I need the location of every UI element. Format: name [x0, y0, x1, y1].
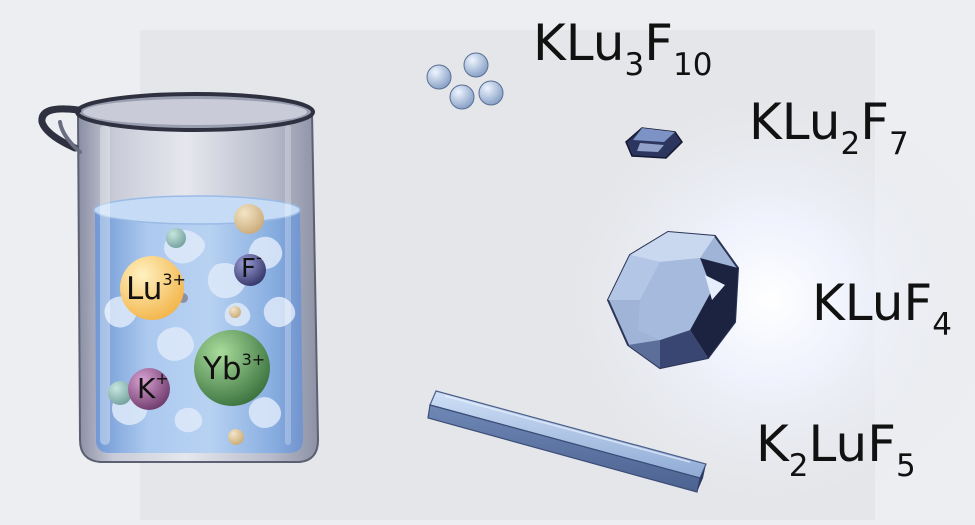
- klu3f10-part2: F: [644, 14, 673, 72]
- k-ion-sphere: [128, 368, 170, 410]
- yb-ion-sphere: [194, 330, 270, 406]
- f-ion-sphere: [234, 254, 266, 286]
- k-ion-symbol: K: [137, 372, 156, 405]
- kluf4-label: KLuF4: [812, 278, 952, 341]
- k2luf5-part2: LuF: [808, 415, 896, 473]
- crystal-glow: [540, 100, 975, 500]
- klu2f7-sub2: 7: [888, 126, 909, 162]
- small-particle: [229, 306, 241, 318]
- kluf4-sub1: 4: [932, 307, 952, 343]
- small-particle: [108, 381, 132, 405]
- f-ion-charge: -: [255, 248, 262, 267]
- small-particle: [228, 429, 244, 445]
- klu2f7-part1: KLu: [749, 93, 841, 151]
- klu3f10-sub2: 10: [672, 47, 713, 83]
- klu3f10-particles: [426, 52, 504, 110]
- lu-ion-label: Lu3+: [126, 271, 186, 307]
- lu-ion-sphere: [120, 256, 184, 320]
- kluf4-part1: KLuF: [812, 274, 933, 332]
- beaker-handle: [38, 105, 82, 152]
- f-ion-label: F-: [241, 250, 262, 284]
- k2luf5-part1: K: [756, 415, 789, 473]
- yb-ion-charge: 3+: [241, 350, 266, 369]
- solution-surface: [93, 195, 301, 225]
- k-ion-charge: +: [155, 369, 169, 388]
- yb-ion-label: Yb3+: [203, 351, 265, 387]
- k2luf5-sub1: 2: [788, 448, 809, 484]
- k2luf5-sub2: 5: [895, 448, 916, 484]
- lu-ion-charge: 3+: [162, 270, 186, 289]
- k2luf5-label: K2LuF5: [756, 419, 916, 482]
- small-particle: [234, 204, 264, 234]
- k2luf5-rod: [427, 390, 707, 493]
- lu-ion-symbol: Lu: [126, 271, 163, 307]
- klu2f7-label: KLu2F7: [749, 97, 909, 160]
- klu2f7-crystal: [625, 127, 683, 159]
- klu3f10-label: KLu3F10: [533, 18, 712, 81]
- k-ion-label: K+: [137, 371, 169, 405]
- glass-highlight: [100, 125, 110, 445]
- klu3f10-part1: KLu: [533, 14, 625, 72]
- klu2f7-sub1: 2: [840, 126, 861, 162]
- klu3f10-sub1: 3: [624, 47, 645, 83]
- f-ion-symbol: F: [241, 254, 256, 284]
- kluf4-crystal: [606, 230, 740, 370]
- yb-ion-symbol: Yb: [203, 351, 242, 387]
- klu2f7-part2: F: [860, 93, 889, 151]
- small-particle: [166, 228, 186, 248]
